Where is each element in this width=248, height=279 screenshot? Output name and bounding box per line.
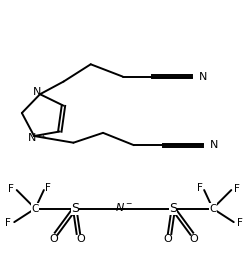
Text: F: F <box>197 182 203 193</box>
Text: N: N <box>33 88 42 97</box>
Text: F: F <box>5 218 11 228</box>
Text: O: O <box>189 234 198 244</box>
Text: S: S <box>169 202 177 215</box>
Text: N: N <box>210 140 219 150</box>
Text: F: F <box>8 184 14 194</box>
Text: $^+$: $^+$ <box>39 133 47 143</box>
Text: $N^-$: $N^-$ <box>115 201 133 213</box>
Text: F: F <box>45 182 51 193</box>
Text: C: C <box>209 204 217 213</box>
Text: F: F <box>234 184 240 194</box>
Text: N: N <box>28 133 36 143</box>
Text: O: O <box>50 234 59 244</box>
Text: O: O <box>76 234 85 244</box>
Text: O: O <box>163 234 172 244</box>
Text: S: S <box>71 202 79 215</box>
Text: F: F <box>237 218 243 228</box>
Text: N: N <box>199 72 208 82</box>
Text: C: C <box>31 204 39 213</box>
